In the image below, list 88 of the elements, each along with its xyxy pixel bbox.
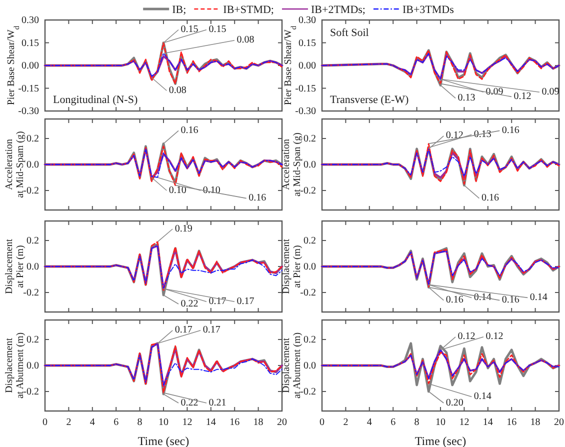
y-tick-label: -0.2 [23,186,39,197]
y-tick-label: 0.2 [26,334,39,346]
line-series [320,342,560,393]
x-tick-label: 20 [554,417,564,428]
annotation: 0.10 [168,184,186,196]
y-tick-label: 0.0 [26,360,39,372]
x-tick-label: 0 [320,417,324,428]
x-tick-label: 14 [206,417,216,428]
x-tick-label: 0 [42,417,48,428]
y-tick-label: 0.15 [298,38,316,49]
y-tick-label: -0.30 [295,106,316,118]
annotation: 0.16 [446,294,464,306]
x-tick-label: 4 [366,417,372,428]
annotation: 0.16 [502,294,520,306]
annotation: 0.17 [202,324,220,336]
annotation: 0.17 [208,296,226,307]
annotation: 0.19 [174,223,192,234]
x-tick-label: 16 [506,417,517,428]
annotation: Transverse (E-W) [330,94,410,106]
y-tick-label: 0.0 [26,160,39,171]
y-tick-label: 0.15 [22,38,39,49]
x-tick-label: 10 [158,417,168,428]
y-tick-label: 0.2 [304,236,316,247]
y-tick-label: 0.0 [304,262,316,273]
annotation: 0.14 [530,292,548,303]
legend-label: IB; [172,4,186,16]
annotation: 0.17 [174,324,192,336]
x-tick-label: 12 [459,417,470,428]
y-tick-label: 0.00 [298,60,316,72]
annotation: 0.12 [446,130,464,142]
annotation: 0.08 [168,84,186,96]
legend-label: IB+3TMDs [402,4,454,16]
y-tick-label: 0.30 [22,15,39,26]
annotation: 0.12 [514,90,532,102]
y-tick-label: 0.2 [304,134,316,145]
y-tick-label: -0.15 [18,83,39,94]
annotation: 0.16 [248,192,266,204]
annotation: 0.21 [208,397,226,408]
x-tick-label: 2 [343,417,348,428]
x-tick-label: 18 [530,417,540,428]
x-tick-label: 8 [137,417,142,428]
annotation: 0.22 [180,298,198,310]
annotation: 0.14 [474,390,492,402]
y-tick-label: -0.15 [295,83,316,94]
legend-label: IB+2TMDs; [310,4,366,16]
annotation: 0.10 [202,184,220,196]
x-tick-label: 6 [390,417,396,428]
annotation: 0.20 [446,397,464,408]
y-tick-label: 0.00 [22,60,39,72]
annotation: 0.09 [486,86,504,98]
y-tick-label: 0.2 [26,134,39,145]
y-tick-label: 0.2 [304,334,316,346]
y-tick-label: -0.2 [23,386,39,398]
x-tick-label: 20 [277,417,287,428]
x-tick-label: 10 [436,417,446,428]
annotation: 0.13 [458,92,476,104]
annotation: 0.12 [486,331,504,342]
y-axis-title: Displacement at Pier (m) [281,238,303,294]
x-tick-label: 2 [66,417,72,428]
x-tick-label: 8 [414,417,420,428]
annotation: Longitudinal (N-S) [53,94,138,106]
y-tick-label: -0.2 [300,288,316,299]
annotation: 0.17 [236,296,254,307]
x-tick-label: 12 [182,417,192,428]
legend-label: IB+STMD; [223,4,274,16]
x-tick-label: 4 [90,417,95,428]
annotation: 0.12 [458,331,476,342]
y-tick-label: -0.2 [300,186,316,197]
annotation: 0.08 [236,34,254,46]
x-tick-label: 18 [253,417,264,428]
y-tick-label: -0.30 [18,106,39,118]
y-tick-label: 0.0 [26,262,39,273]
annotation: 0.16 [502,124,520,136]
y-tick-label: -0.2 [23,288,39,299]
y-tick-label: -0.2 [300,386,316,398]
annotation: 0.15 [180,24,198,36]
annotation: 0.16 [180,124,198,136]
annotation: 0.15 [208,24,226,36]
y-axis-title: Displacement at Pier (m) [4,238,26,294]
y-tick-label: 0.0 [304,360,316,372]
x-tick-label: 14 [482,417,493,428]
annotation: 0.16 [481,192,499,204]
x-tick-label: 16 [230,417,240,428]
annotation: Soft Soil [330,27,369,39]
y-tick-label: 0.0 [304,160,316,171]
x-tick-label: 6 [114,417,119,428]
y-tick-label: 0.2 [26,236,39,247]
y-tick-label: 0.30 [298,15,316,26]
